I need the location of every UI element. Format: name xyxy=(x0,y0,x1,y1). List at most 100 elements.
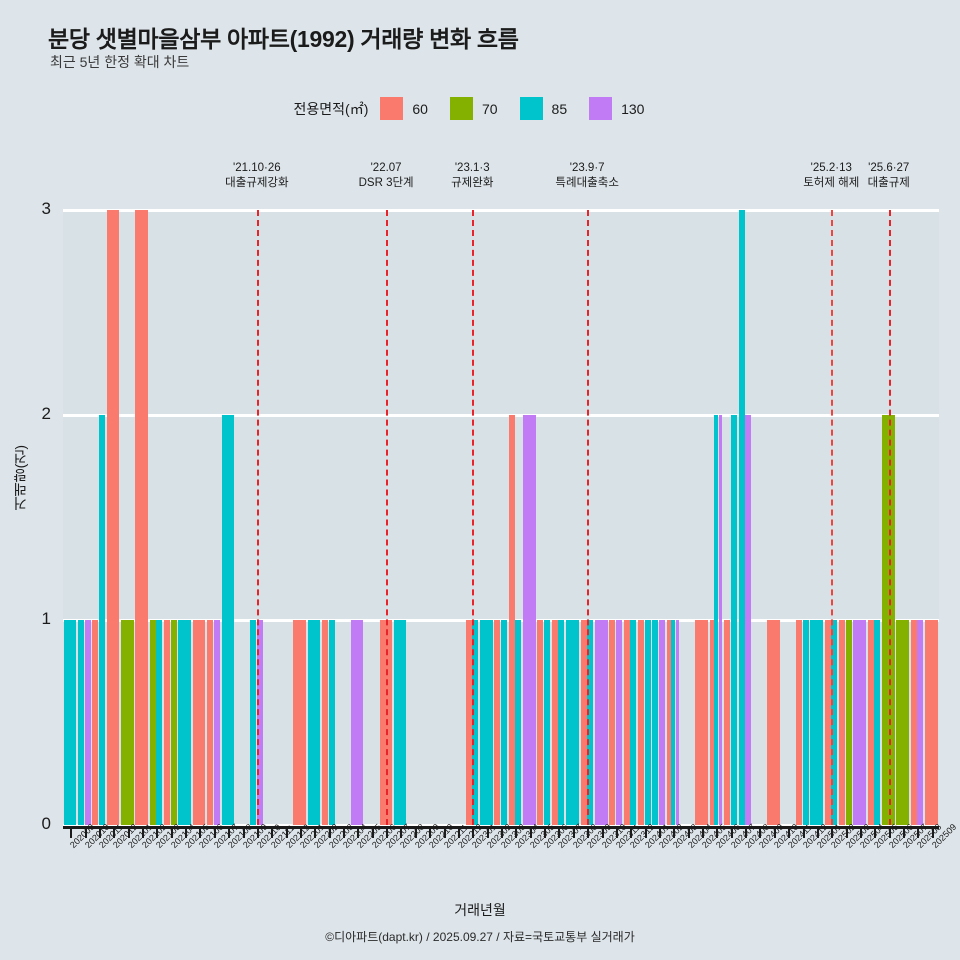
bar[interactable] xyxy=(795,620,802,825)
bar[interactable] xyxy=(730,415,737,825)
bar[interactable] xyxy=(156,620,163,825)
bar[interactable] xyxy=(551,620,558,825)
bar[interactable] xyxy=(92,620,99,825)
bar[interactable] xyxy=(84,620,91,825)
bar[interactable] xyxy=(767,620,780,825)
bar[interactable] xyxy=(350,620,364,825)
bar[interactable] xyxy=(714,415,718,825)
bar[interactable] xyxy=(652,620,659,825)
bar[interactable] xyxy=(802,620,809,825)
bar[interactable] xyxy=(609,620,616,825)
x-tick xyxy=(285,829,288,838)
bar[interactable] xyxy=(580,620,587,825)
bar[interactable] xyxy=(480,620,493,825)
bar[interactable] xyxy=(658,620,665,825)
x-tick xyxy=(501,829,503,838)
bar[interactable] xyxy=(98,415,105,825)
bar[interactable] xyxy=(472,620,479,825)
bar[interactable] xyxy=(845,620,852,825)
annotation-label: '21.10·26 대출규제강화 xyxy=(225,161,288,191)
bar[interactable] xyxy=(178,620,192,825)
bar[interactable] xyxy=(379,620,393,825)
bar[interactable] xyxy=(558,620,565,825)
bar[interactable] xyxy=(393,620,407,825)
bar[interactable] xyxy=(149,620,156,825)
bar[interactable] xyxy=(594,620,608,825)
bar[interactable] xyxy=(566,620,579,825)
annotation-date: '25.6·27 xyxy=(868,162,910,174)
annotation-date: '23.1·3 xyxy=(454,162,490,174)
bar[interactable] xyxy=(867,620,874,825)
bar[interactable] xyxy=(718,415,723,825)
bar[interactable] xyxy=(839,620,846,825)
x-tick xyxy=(185,829,188,838)
bar[interactable] xyxy=(322,620,329,825)
plot-area: 0 1 2 3 xyxy=(42,199,939,833)
bar[interactable] xyxy=(745,415,752,825)
x-tick xyxy=(371,829,374,838)
bar[interactable] xyxy=(213,620,220,825)
legend-item-70[interactable]: 70 xyxy=(449,97,516,120)
legend-item-60[interactable]: 60 xyxy=(380,97,446,120)
bar[interactable] xyxy=(925,620,938,825)
bar[interactable] xyxy=(121,620,134,825)
x-tick xyxy=(98,829,101,838)
x-tick xyxy=(343,829,346,838)
bar[interactable] xyxy=(293,620,306,825)
bar[interactable] xyxy=(638,620,644,825)
x-tick xyxy=(874,829,877,838)
bar[interactable] xyxy=(106,210,120,825)
bar[interactable] xyxy=(508,415,515,825)
bar[interactable] xyxy=(738,210,745,825)
bar[interactable] xyxy=(170,620,177,825)
bar[interactable] xyxy=(256,620,263,825)
bar[interactable] xyxy=(63,620,77,825)
x-tick xyxy=(386,829,389,838)
bar[interactable] xyxy=(853,620,867,825)
bar[interactable] xyxy=(328,620,335,825)
bar[interactable] xyxy=(695,620,709,825)
bar[interactable] xyxy=(501,620,507,825)
bar[interactable] xyxy=(644,620,651,825)
x-tick xyxy=(271,829,274,838)
bar[interactable] xyxy=(523,415,536,825)
bar[interactable] xyxy=(221,415,235,825)
bar[interactable] xyxy=(494,620,501,825)
bar[interactable] xyxy=(623,620,630,825)
bar[interactable] xyxy=(910,620,917,825)
legend-item-85[interactable]: 85 xyxy=(519,97,586,120)
bar[interactable] xyxy=(537,620,544,825)
bar[interactable] xyxy=(587,620,594,825)
x-tick xyxy=(544,829,547,838)
annotation-date: '21.10·26 xyxy=(233,162,281,174)
bar[interactable] xyxy=(709,620,714,825)
legend-title: 전용면적(㎡) xyxy=(293,100,369,117)
bar[interactable] xyxy=(810,620,823,825)
bar[interactable] xyxy=(164,620,171,825)
bar[interactable] xyxy=(250,620,257,825)
bar[interactable] xyxy=(671,620,675,825)
bar[interactable] xyxy=(882,415,895,825)
bar[interactable] xyxy=(917,620,924,825)
bar[interactable] xyxy=(630,620,637,825)
bar[interactable] xyxy=(544,620,551,825)
bar[interactable] xyxy=(666,620,671,825)
bar[interactable] xyxy=(307,620,321,825)
annotation-vline xyxy=(256,210,259,825)
bar[interactable] xyxy=(207,620,214,825)
x-tick xyxy=(903,829,906,838)
bar[interactable] xyxy=(77,620,84,825)
bar[interactable] xyxy=(135,210,148,825)
bar[interactable] xyxy=(515,620,522,825)
bar[interactable] xyxy=(896,620,910,825)
bar[interactable] xyxy=(465,620,472,825)
bar[interactable] xyxy=(724,620,731,825)
bar[interactable] xyxy=(192,620,206,825)
annotation-event: DSR 3단계 xyxy=(358,177,414,189)
legend-item-130[interactable]: 130 xyxy=(589,97,662,120)
bar[interactable] xyxy=(831,620,838,825)
bar[interactable] xyxy=(675,620,680,825)
bar[interactable] xyxy=(874,620,881,825)
bar[interactable] xyxy=(615,620,622,825)
bar[interactable] xyxy=(824,620,831,825)
